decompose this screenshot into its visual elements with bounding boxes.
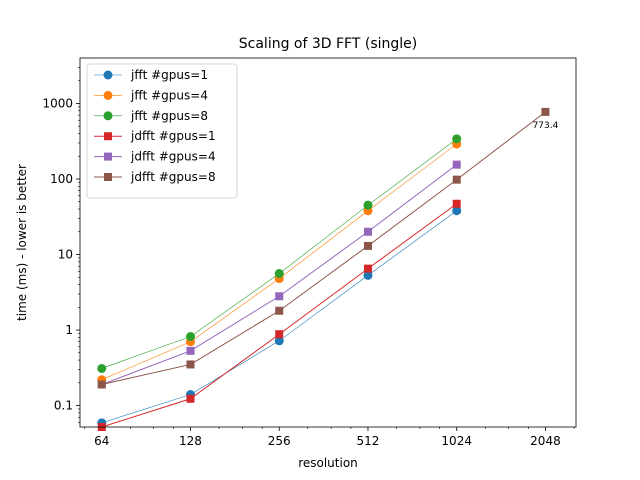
data-point xyxy=(452,199,461,208)
plot-frame xyxy=(79,57,577,428)
data-point xyxy=(275,306,284,315)
legend: jfft #gpus=1 jfft #gpus=4 jfft #gpus=8 jdff… xyxy=(86,63,238,199)
legend-item: jdfft #gpus=1 xyxy=(94,129,216,143)
y-tick-label: 100 xyxy=(50,172,73,186)
series-5 xyxy=(97,107,550,389)
data-point xyxy=(452,134,462,144)
annotation-layer: 773.4 xyxy=(533,121,559,131)
y-tick-label: 1 xyxy=(65,323,73,337)
data-point xyxy=(186,346,195,355)
legend-label: jdfft #gpus=4 xyxy=(130,150,216,164)
y-axis-label: time (ms) - lower is better xyxy=(15,164,29,321)
legend-item: jfft #gpus=1 xyxy=(94,68,208,82)
legend-marker xyxy=(104,132,112,141)
data-point xyxy=(452,160,461,169)
x-axis-label: resolution xyxy=(298,456,358,470)
x-axis-ticks: 64 128 256 512 1024 2048 xyxy=(84,427,575,448)
data-point xyxy=(186,394,195,403)
legend-marker xyxy=(103,70,113,80)
legend-box xyxy=(86,63,238,199)
legend-marker xyxy=(103,90,113,100)
series-layer xyxy=(97,107,550,431)
series-0 xyxy=(97,206,462,428)
series-2 xyxy=(97,134,462,373)
legend-label: jdfft #gpus=8 xyxy=(130,170,216,184)
legend-item: jdfft #gpus=8 xyxy=(94,170,216,184)
legend-label: jfft #gpus=8 xyxy=(130,109,208,123)
y-tick-label: 1000 xyxy=(42,96,73,110)
legend-label: jfft #gpus=4 xyxy=(130,88,208,102)
x-tick-label: 64 xyxy=(94,434,109,448)
legend-label: jdfft #gpus=1 xyxy=(130,129,216,143)
y-tick-label: 10 xyxy=(58,248,73,262)
legend-item: jdfft #gpus=4 xyxy=(94,150,216,164)
data-point xyxy=(97,380,106,389)
legend-marker xyxy=(104,173,112,181)
x-tick-label: 1024 xyxy=(441,434,472,448)
y-axis-ticks: 0.1 1 10 100 1000 xyxy=(42,67,80,423)
data-point xyxy=(275,330,284,339)
data-point xyxy=(541,107,550,116)
legend-marker xyxy=(103,111,113,121)
data-label: 773.4 xyxy=(533,121,559,131)
x-tick-label: 512 xyxy=(357,434,380,448)
x-tick-label: 128 xyxy=(179,434,202,448)
data-point xyxy=(275,292,284,301)
chart-title: Scaling of 3D FFT (single) xyxy=(239,36,417,52)
data-point xyxy=(185,332,195,342)
data-point xyxy=(274,269,284,279)
data-point xyxy=(363,227,372,236)
series-line xyxy=(101,111,546,385)
y-tick-label: 0.1 xyxy=(54,399,73,413)
data-point xyxy=(274,336,284,346)
data-point xyxy=(363,270,373,280)
legend-label: jfft #gpus=1 xyxy=(130,68,208,82)
data-point xyxy=(186,360,195,369)
data-point xyxy=(363,264,372,273)
x-tick-label: 2048 xyxy=(530,434,561,448)
data-point xyxy=(363,241,372,250)
data-point xyxy=(363,200,373,210)
legend-item: jfft #gpus=8 xyxy=(94,109,208,123)
data-point xyxy=(97,363,107,373)
data-point xyxy=(452,206,462,216)
data-point xyxy=(452,175,461,184)
legend-marker xyxy=(104,152,112,161)
x-tick-label: 256 xyxy=(268,434,291,448)
legend-item: jfft #gpus=4 xyxy=(94,88,208,102)
